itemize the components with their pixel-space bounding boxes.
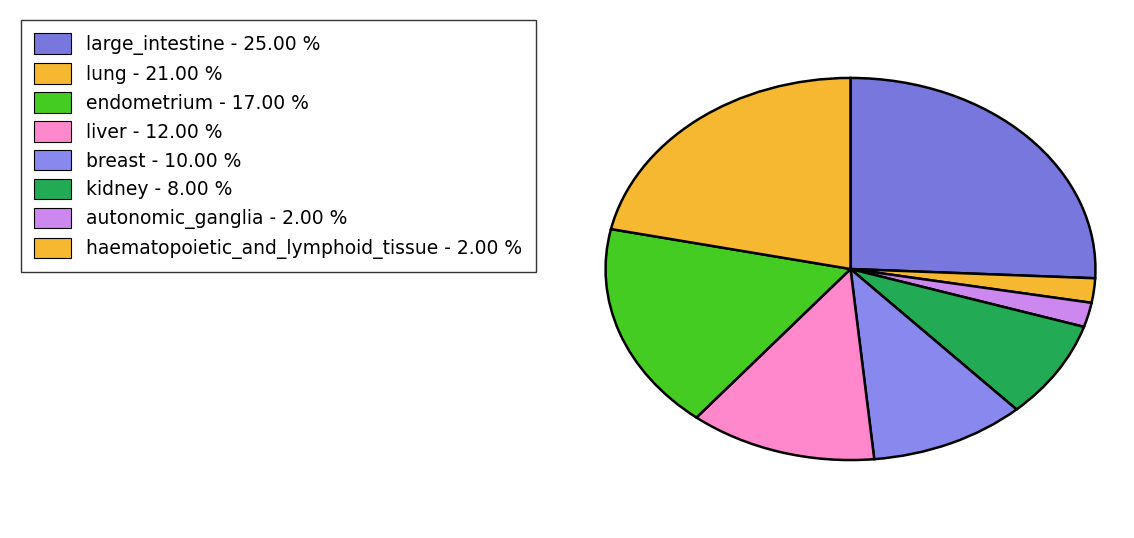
Wedge shape <box>850 78 1095 278</box>
Wedge shape <box>850 269 1092 327</box>
Wedge shape <box>606 229 850 417</box>
Wedge shape <box>850 269 1095 303</box>
Wedge shape <box>850 269 1016 459</box>
Legend: large_intestine - 25.00 %, lung - 21.00 %, endometrium - 17.00 %, liver - 12.00 : large_intestine - 25.00 %, lung - 21.00 … <box>20 20 535 272</box>
Wedge shape <box>696 269 874 460</box>
Wedge shape <box>611 78 850 269</box>
Wedge shape <box>850 269 1084 409</box>
